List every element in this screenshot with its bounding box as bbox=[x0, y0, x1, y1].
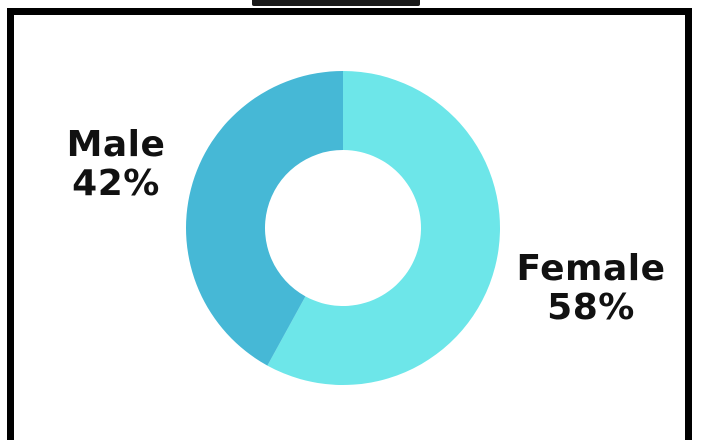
female-label-percent: 58% bbox=[547, 286, 635, 328]
female-label-name: Female bbox=[516, 248, 666, 289]
female-slice-label: Female 58% bbox=[508, 248, 674, 328]
donut-slice-female bbox=[267, 71, 500, 385]
male-slice-label: Male 42% bbox=[58, 124, 174, 204]
donut-slice-male bbox=[186, 70, 343, 366]
male-label-percent: 42% bbox=[72, 162, 160, 204]
male-label-name: Male bbox=[66, 124, 166, 165]
top-tab-decoration bbox=[252, 0, 420, 6]
